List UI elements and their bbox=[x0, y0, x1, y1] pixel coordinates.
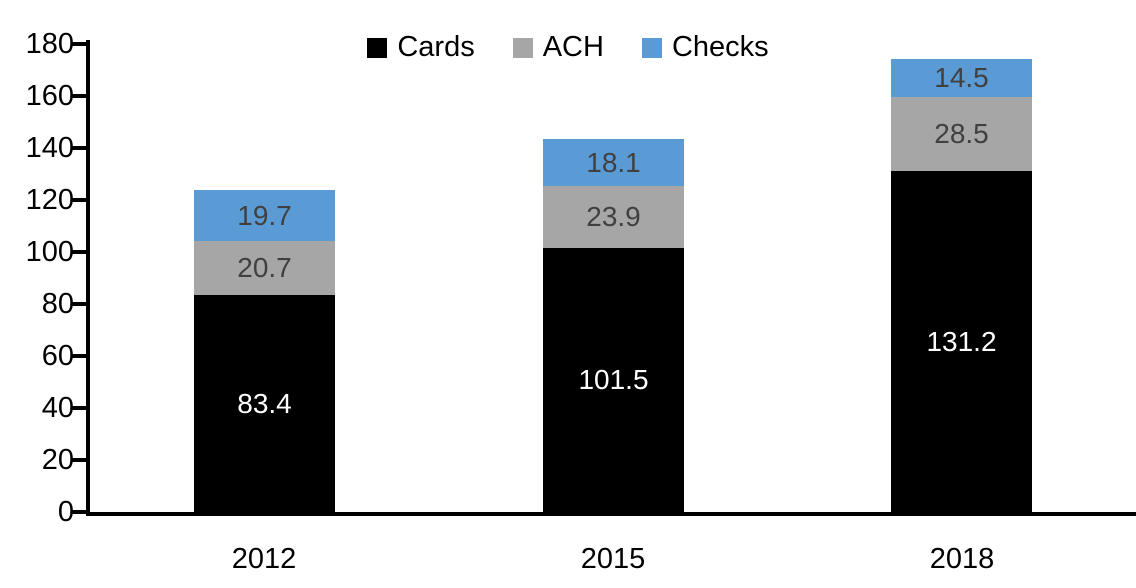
bar-segment-checks-2015: 18.1 bbox=[543, 139, 684, 186]
y-axis-tick bbox=[72, 42, 90, 46]
bar-segment-cards-2018: 131.2 bbox=[891, 171, 1032, 512]
legend-swatch-icon bbox=[641, 37, 662, 58]
y-axis-tick-label: 180 bbox=[25, 28, 74, 60]
legend-label: ACH bbox=[542, 31, 604, 63]
y-axis-tick bbox=[72, 302, 90, 306]
y-axis-tick-label: 0 bbox=[57, 496, 74, 528]
bar-segment-value: 83.4 bbox=[237, 387, 292, 419]
legend-label: Checks bbox=[671, 31, 769, 63]
legend-swatch-icon bbox=[512, 37, 533, 58]
y-axis-tick-label: 60 bbox=[41, 340, 74, 372]
bar-segment-value: 20.7 bbox=[237, 252, 292, 283]
y-axis-tick-label: 160 bbox=[25, 80, 74, 112]
y-axis-tick bbox=[72, 94, 90, 98]
bar-segment-value: 19.7 bbox=[237, 199, 292, 231]
bar-segment-checks-2012: 19.7 bbox=[194, 190, 335, 241]
y-axis-tick bbox=[72, 250, 90, 254]
legend-item-ach: ACH bbox=[512, 31, 604, 64]
y-axis-tick bbox=[72, 406, 90, 410]
x-axis-category-label: 2015 bbox=[580, 543, 646, 575]
y-axis-tick bbox=[72, 458, 90, 462]
y-axis-tick-label: 140 bbox=[25, 132, 74, 164]
bar-segment-ach-2015: 23.9 bbox=[543, 186, 684, 248]
bar-segment-ach-2018: 28.5 bbox=[891, 97, 1032, 171]
bar-segment-value: 131.2 bbox=[926, 325, 997, 357]
bar-segment-cards-2012: 83.4 bbox=[194, 295, 335, 512]
x-axis-category-label: 2012 bbox=[231, 543, 297, 575]
y-axis-tick bbox=[72, 198, 90, 202]
y-axis-tick-label: 20 bbox=[41, 444, 74, 476]
y-axis-tick-label: 100 bbox=[25, 236, 74, 268]
y-axis-line bbox=[86, 40, 90, 516]
y-axis-tick bbox=[72, 146, 90, 150]
legend-item-cards: Cards bbox=[367, 31, 475, 64]
x-axis-category-label: 2018 bbox=[929, 543, 995, 575]
x-axis-line bbox=[86, 512, 1136, 516]
legend-label: Cards bbox=[397, 31, 475, 63]
y-axis-tick bbox=[72, 354, 90, 358]
y-axis-tick-label: 80 bbox=[41, 288, 74, 320]
y-axis-tick-label: 40 bbox=[41, 392, 74, 424]
bar-segment-value: 23.9 bbox=[586, 201, 641, 232]
bar-segment-value: 101.5 bbox=[578, 364, 649, 395]
bar-segment-value: 18.1 bbox=[586, 146, 641, 178]
legend-swatch-icon bbox=[367, 37, 388, 58]
legend-item-checks: Checks bbox=[641, 31, 769, 64]
bar-segment-value: 28.5 bbox=[934, 118, 989, 149]
y-axis-tick bbox=[72, 510, 90, 514]
bar-segment-cards-2015: 101.5 bbox=[543, 248, 684, 512]
bar-segment-checks-2018: 14.5 bbox=[891, 59, 1032, 97]
bar-segment-value: 14.5 bbox=[934, 62, 989, 93]
chart-legend: Cards ACH Checks bbox=[0, 31, 1136, 64]
bar-segment-ach-2012: 20.7 bbox=[194, 241, 335, 295]
y-axis-tick-label: 120 bbox=[25, 184, 74, 216]
